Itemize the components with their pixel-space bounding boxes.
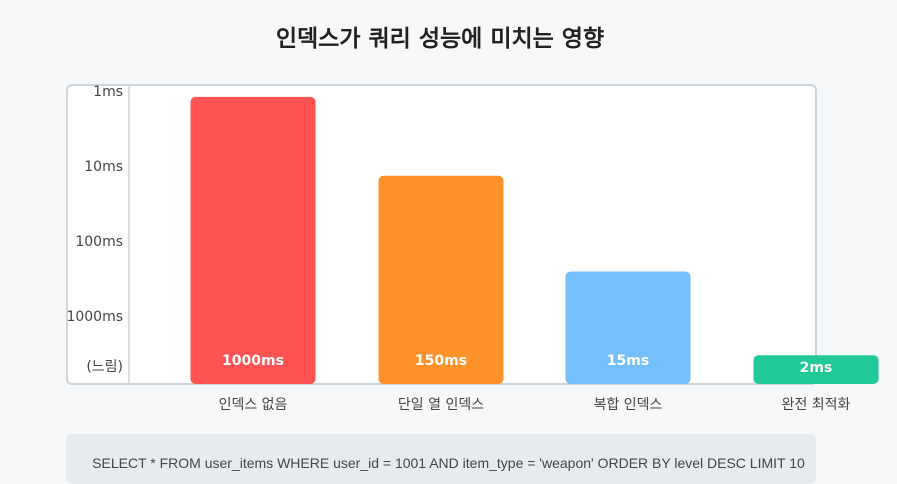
bar (378, 175, 504, 384)
bars (190, 96, 879, 385)
bar-value-label: 150ms (415, 353, 467, 369)
y-tick-label: 100ms (75, 234, 123, 250)
y-axis: 1ms 10ms 100ms 1000ms (느림) (66, 84, 123, 375)
query-box (66, 434, 816, 484)
bar-value-label: 1000ms (222, 353, 284, 369)
x-tick-label: 완전 최적화 (782, 397, 851, 413)
x-tick-label: 인덱스 없음 (219, 397, 288, 413)
x-axis: 인덱스 없음 단일 열 인덱스 복합 인덱스 완전 최적화 (219, 397, 851, 413)
chart-title: 인덱스가 쿼리 성능에 미치는 영향 (276, 26, 604, 52)
sql-query: SELECT * FROM user_items WHERE user_id =… (92, 455, 805, 471)
y-tick-label: 1000ms (66, 309, 123, 325)
bar-value-label: 2ms (800, 360, 833, 376)
y-tick-label: 10ms (84, 159, 123, 175)
x-tick-label: 단일 열 인덱스 (398, 397, 484, 413)
data-labels: 1000ms 150ms 15ms 2ms (222, 353, 832, 376)
bar (753, 355, 879, 384)
y-tick-label: (느림) (86, 359, 123, 375)
bar-value-label: 15ms (607, 353, 649, 369)
bar (565, 271, 691, 384)
x-tick-label: 복합 인덱스 (594, 397, 663, 413)
bar (190, 96, 316, 385)
y-tick-label: 1ms (93, 84, 123, 100)
